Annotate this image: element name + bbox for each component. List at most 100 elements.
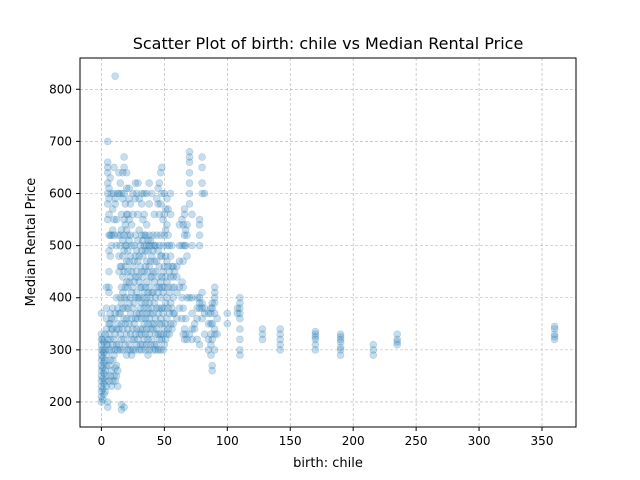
scatter-point bbox=[111, 377, 119, 385]
scatter-point bbox=[193, 335, 201, 344]
scatter-point bbox=[140, 189, 148, 198]
scatter-point bbox=[369, 351, 378, 359]
scatter-point bbox=[120, 335, 128, 344]
scatter-point bbox=[195, 215, 204, 224]
scatter-point bbox=[120, 314, 128, 323]
scatter-point bbox=[132, 247, 141, 255]
scatter-point bbox=[142, 293, 151, 302]
scatter-point bbox=[393, 338, 402, 346]
scatter-point bbox=[188, 335, 196, 344]
scatter-point bbox=[115, 267, 123, 276]
scatter-point bbox=[135, 293, 143, 302]
scatter-point bbox=[154, 330, 162, 339]
scatter-point bbox=[102, 325, 111, 333]
scatter-point bbox=[122, 257, 131, 266]
scatter-point bbox=[183, 231, 191, 239]
scatter-point bbox=[175, 283, 184, 292]
scatter-point bbox=[119, 346, 127, 354]
scatter-point bbox=[124, 304, 132, 313]
scatter-point bbox=[134, 293, 142, 302]
y-tick-label: 800 bbox=[49, 82, 72, 96]
scatter-point bbox=[204, 346, 213, 354]
scatter-point bbox=[200, 330, 209, 339]
scatter-point bbox=[107, 366, 116, 375]
scatter-point bbox=[145, 330, 153, 339]
scatter-point bbox=[119, 236, 127, 245]
scatter-point bbox=[136, 283, 145, 292]
scatter-point bbox=[163, 194, 171, 203]
scatter-point bbox=[159, 330, 167, 339]
scatter-point bbox=[101, 346, 109, 354]
scatter-point bbox=[142, 278, 151, 286]
scatter-point bbox=[105, 267, 113, 276]
scatter-point bbox=[136, 340, 145, 349]
scatter-point bbox=[103, 179, 112, 187]
scatter-point bbox=[114, 304, 122, 313]
scatter-point bbox=[155, 241, 164, 250]
scatter-point bbox=[180, 335, 189, 344]
x-tick-label: 0 bbox=[98, 434, 106, 448]
scatter-point bbox=[115, 252, 123, 260]
scatter-point bbox=[144, 319, 152, 328]
scatter-point bbox=[97, 309, 106, 318]
scatter-point bbox=[135, 226, 143, 234]
scatter-point bbox=[129, 304, 137, 313]
scatter-point bbox=[144, 335, 152, 344]
scatter-point bbox=[117, 299, 126, 307]
scatter-point bbox=[98, 385, 107, 393]
scatter-point bbox=[144, 247, 152, 255]
scatter-point bbox=[236, 346, 244, 354]
scatter-point bbox=[135, 346, 143, 354]
scatter-point bbox=[164, 205, 172, 213]
scatter-point bbox=[131, 314, 140, 323]
scatter-point bbox=[125, 215, 133, 224]
scatter-point bbox=[116, 179, 125, 187]
scatter-point bbox=[124, 210, 132, 219]
scatter-point bbox=[165, 330, 174, 339]
scatter-point bbox=[156, 293, 165, 302]
scatter-point bbox=[173, 273, 181, 281]
scatter-point bbox=[144, 236, 152, 245]
scatter-point bbox=[105, 194, 113, 203]
scatter-point bbox=[336, 332, 345, 341]
scatter-point bbox=[125, 236, 133, 245]
scatter-point bbox=[137, 200, 146, 208]
scatter-point bbox=[100, 390, 108, 399]
scatter-point bbox=[131, 179, 140, 187]
scatter-point bbox=[121, 283, 130, 292]
scatter-point bbox=[160, 189, 169, 198]
scatter-point bbox=[131, 194, 140, 203]
scatter-point bbox=[161, 319, 170, 328]
scatter-point bbox=[107, 346, 116, 354]
scatter-point bbox=[158, 304, 166, 313]
scatter-point bbox=[258, 330, 267, 339]
scatter-point bbox=[163, 221, 171, 229]
scatter-point bbox=[122, 330, 131, 339]
scatter-point bbox=[276, 330, 285, 339]
scatter-point bbox=[120, 163, 128, 172]
scatter-point bbox=[185, 179, 194, 187]
scatter-point bbox=[336, 338, 345, 346]
scatter-point bbox=[130, 278, 138, 286]
scatter-point bbox=[193, 293, 201, 302]
scatter-point bbox=[119, 194, 127, 203]
scatter-point bbox=[149, 231, 157, 239]
scatter-point bbox=[121, 319, 130, 328]
scatter-point bbox=[97, 392, 106, 401]
scatter-point bbox=[126, 231, 135, 239]
scatter-point bbox=[141, 346, 150, 354]
scatter-point bbox=[125, 194, 133, 203]
scatter-point bbox=[100, 379, 108, 388]
scatter-point bbox=[198, 179, 206, 187]
scatter-point bbox=[159, 309, 167, 318]
scatter-point bbox=[550, 335, 559, 344]
scatter-point bbox=[142, 309, 151, 318]
scatter-point bbox=[106, 231, 114, 239]
scatter-point bbox=[131, 346, 140, 354]
scatter-point bbox=[236, 314, 244, 323]
scatter-point bbox=[168, 283, 176, 292]
scatter-point bbox=[119, 288, 127, 297]
scatter-point bbox=[336, 343, 345, 352]
scatter-point bbox=[369, 340, 378, 349]
scatter-point bbox=[103, 335, 112, 344]
